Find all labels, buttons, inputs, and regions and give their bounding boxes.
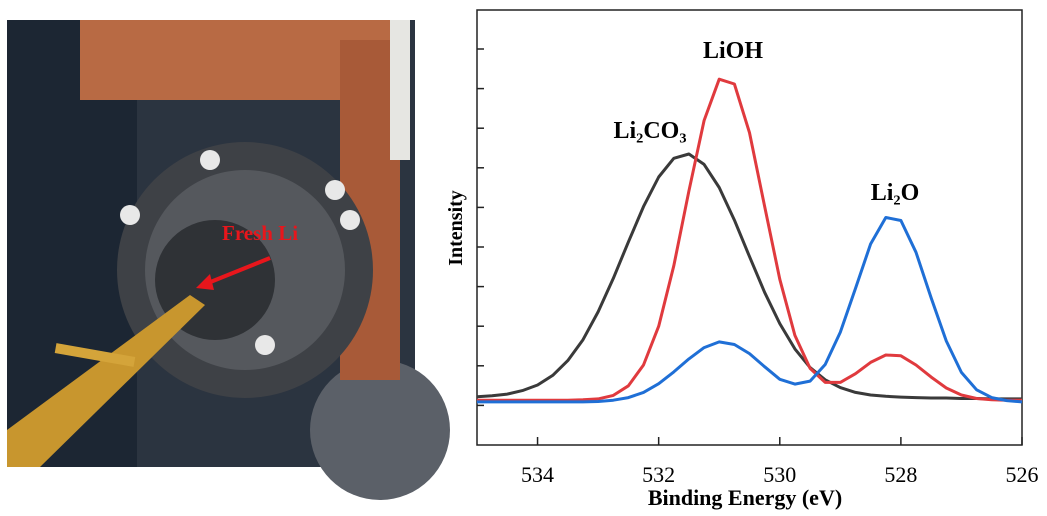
photo-pin [54, 343, 136, 367]
photo-screw [340, 210, 360, 230]
y-axis-label: Intensity [445, 190, 467, 266]
chart: 534 532 530 528 526 Binding Energy (eV) Intens… [445, 9, 1039, 510]
x-tick-label: 530 [763, 462, 796, 487]
x-tick-label: 532 [642, 462, 675, 487]
photo-screw [200, 150, 220, 170]
annotation-arrowhead [196, 274, 214, 290]
series-label: Li₂CO₃ [613, 118, 686, 144]
photo-chamber [310, 360, 450, 500]
plot-frame [476, 9, 1023, 446]
x-tick-label: 534 [521, 462, 554, 487]
x-axis-label: Binding Energy (eV) [648, 485, 842, 510]
series-label: Li₂O [871, 180, 920, 206]
photo-ceramic [390, 20, 410, 160]
series-label: LiOH [703, 38, 763, 64]
photo-annotation: Fresh Li [222, 221, 298, 245]
annotation-arrow [202, 256, 271, 287]
photo-rod [7, 295, 205, 467]
photo: Fresh Li [7, 20, 450, 500]
photo-screw [120, 205, 140, 225]
photo-screw [255, 335, 275, 355]
series-line [477, 216, 1023, 404]
x-tick-label: 528 [884, 462, 917, 487]
photo-screw [325, 180, 345, 200]
series-line [477, 77, 1022, 402]
x-tick-label: 526 [1006, 462, 1039, 487]
series-line [476, 152, 1022, 401]
